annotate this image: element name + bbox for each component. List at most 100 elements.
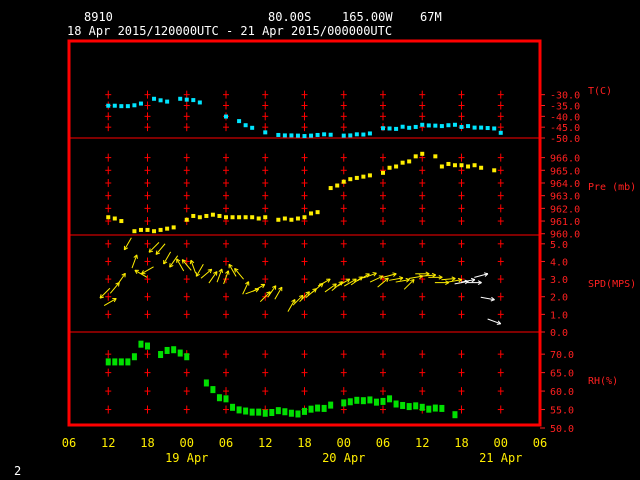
rh-point: [203, 379, 209, 387]
wind-arrow-shaft: [299, 291, 310, 303]
pres-point: [250, 215, 255, 220]
rh-point: [158, 351, 164, 359]
y-tick-label: 65.0: [550, 369, 574, 380]
wind-arrow-head: [272, 285, 277, 288]
temp-point: [354, 132, 359, 137]
rh-point: [288, 409, 294, 417]
wind-arrow-head: [483, 272, 489, 275]
wind-arrow-shaft: [208, 271, 218, 284]
wind-arrow: [141, 266, 154, 275]
wind-arrow-shaft: [242, 281, 250, 295]
rh-point: [308, 405, 314, 413]
y-tick-label: 3.0: [550, 275, 568, 286]
x-tick-label: 00: [494, 436, 508, 450]
temp-point: [400, 124, 405, 129]
wind-arrow: [155, 243, 166, 255]
wind-arrow-shaft: [216, 268, 223, 283]
x-tick-label: 12: [101, 436, 115, 450]
rh-point: [419, 403, 425, 411]
pres-point: [413, 154, 418, 159]
rh-point: [400, 401, 406, 409]
temp-point: [459, 124, 464, 129]
wind-arrow-head: [393, 273, 397, 277]
temp-point: [152, 96, 157, 101]
rh-point: [393, 400, 399, 408]
rh-point: [216, 394, 222, 402]
wind-arrow: [474, 272, 489, 278]
pres-point: [309, 211, 314, 216]
temp-point: [466, 124, 471, 129]
y-tick-label: -30.0: [550, 91, 580, 102]
temp-point: [237, 119, 242, 124]
wind-arrow-shaft: [195, 263, 204, 277]
wind-arrow-shaft: [267, 285, 277, 298]
rh-point: [243, 407, 249, 415]
panel-label: RH(%): [588, 376, 618, 387]
rh-point: [315, 404, 321, 412]
temp-point: [367, 131, 372, 136]
rh-point: [367, 396, 373, 404]
x-tick-label: 12: [258, 436, 272, 450]
rh-point: [118, 358, 124, 366]
wind-arrow-shaft: [441, 277, 456, 281]
temp-point: [178, 96, 183, 101]
wind-arrow: [421, 272, 437, 278]
rh-point: [321, 404, 327, 412]
label-layer: 06 12 18 00 06 12 18 00 06 12 18 00 06 19 Apr 20 Apr 21…: [62, 86, 636, 465]
y-tick-label: 963.0: [550, 192, 580, 203]
temp-point: [394, 126, 399, 131]
wind-arrow: [434, 280, 450, 285]
temp-point: [472, 125, 477, 130]
rh-point: [112, 358, 118, 366]
temp-point: [348, 133, 353, 138]
wind-arrow-shaft: [461, 279, 476, 283]
pres-point: [420, 151, 425, 156]
wind-arrow-shaft: [252, 283, 266, 292]
wind-arrow: [274, 286, 283, 300]
wind-arrow-shaft: [274, 286, 283, 300]
y-tick-label: -35.0: [550, 102, 580, 113]
wind-arrow-head: [372, 272, 377, 274]
wind-arrow-shaft: [131, 254, 138, 269]
rh-point: [295, 410, 301, 418]
wind-arrow-head: [399, 276, 404, 279]
rh-point: [426, 405, 432, 413]
x-tick-label: 18: [297, 436, 311, 450]
wind-arrow: [176, 258, 185, 272]
wind-arrow-head: [406, 279, 410, 283]
wind-arrow-head: [380, 275, 384, 280]
rh-point: [249, 408, 255, 416]
temp-point: [387, 126, 392, 131]
wind-arrow: [487, 318, 502, 325]
rh-point: [452, 411, 458, 419]
wind-arrow: [287, 299, 296, 312]
pres-point: [328, 186, 333, 191]
y-tick-label: 60.0: [550, 387, 574, 398]
pres-point: [335, 183, 340, 188]
temp-point: [119, 104, 124, 109]
wind-arrow-head: [327, 278, 331, 283]
rh-point: [262, 409, 268, 417]
wind-arrow-head: [298, 294, 304, 297]
wind-arrow-head: [477, 282, 482, 285]
rh-point: [230, 403, 236, 411]
wind-arrow-shaft: [169, 255, 179, 268]
pres-point: [263, 215, 268, 220]
x-tick-label: 12: [415, 436, 429, 450]
y-tick-label: 964.0: [550, 179, 580, 190]
wind-arrow-shaft: [421, 274, 436, 277]
wind-arrow-head: [451, 276, 456, 279]
pres-point: [400, 160, 405, 165]
pres-point: [452, 163, 457, 168]
grid-layer: [69, 90, 545, 429]
pres-point: [106, 215, 111, 220]
rh-point: [236, 406, 242, 414]
pres-point: [459, 163, 464, 168]
wind-arrow-head: [301, 295, 304, 300]
pres-point: [387, 165, 392, 170]
rh-point: [302, 407, 307, 415]
temp-point: [492, 126, 497, 131]
wind-arrow-head: [262, 284, 266, 289]
wind-arrow-head: [141, 270, 144, 275]
wind-arrow: [163, 251, 172, 265]
